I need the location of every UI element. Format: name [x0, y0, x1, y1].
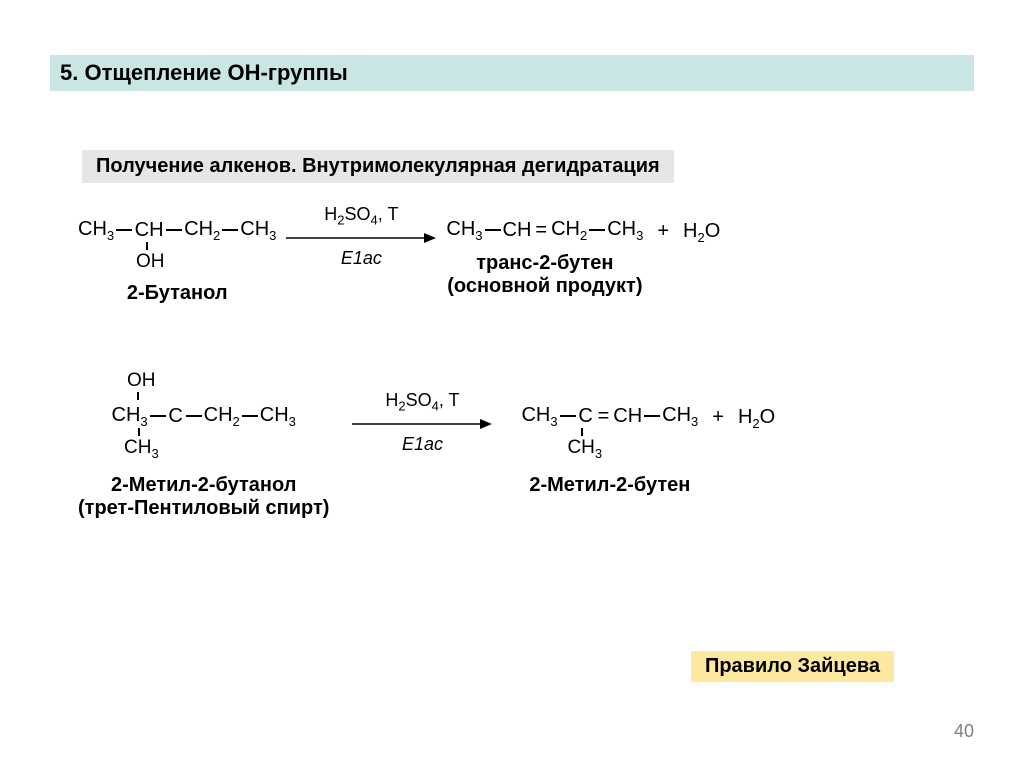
reaction-1-product-name-1: транс-2-бутен: [476, 252, 613, 275]
reaction-1-byproduct: H2O: [683, 220, 720, 245]
reaction-2-reactant-name-2: (трет-Пентиловый спирт): [78, 497, 329, 520]
reaction-2-arrow: H2SO4, T E1ac: [347, 390, 497, 455]
reaction-2-byproduct: H2O: [738, 406, 775, 431]
reaction-1-arrow: H2SO4, T E1ac: [286, 204, 436, 269]
title-text: 5. Отщепление ОН-группы: [60, 60, 348, 86]
reaction-2-mechanism: E1ac: [402, 434, 443, 455]
reaction-1-product: CH3 CH = CH2 CH3 транс-2-бутен (основной…: [446, 218, 643, 298]
slide-subtitle: Получение алкенов. Внутримолекулярная де…: [82, 150, 674, 183]
reaction-1-reactant: CH3 CH CH2 CH3 OH 2-Бутанол: [78, 218, 276, 305]
page-number: 40: [954, 721, 974, 742]
reaction-2-product-name: 2-Метил-2-бутен: [529, 474, 690, 497]
reaction-2-product: CH3 C = CH CH3 CH3 2-Метил-2-бутен: [521, 400, 698, 497]
subtitle-text: Получение алкенов. Внутримолекулярная де…: [96, 155, 660, 177]
slide-title: 5. Отщепление ОН-группы: [50, 55, 974, 91]
plus-sign: +: [712, 406, 724, 429]
reaction-1-mechanism: E1ac: [341, 248, 382, 269]
reaction-1-condition: H2SO4, T: [324, 204, 398, 228]
rule-box: Правило Зайцева: [691, 651, 894, 682]
reaction-2-reactant: OH CH3 C CH2 CH3 CH3: [78, 400, 329, 520]
reaction-1: CH3 CH CH2 CH3 OH 2-Бутанол H2SO4, T: [78, 218, 720, 305]
plus-sign: +: [657, 220, 669, 243]
reaction-2-condition: H2SO4, T: [385, 390, 459, 414]
reaction-1-product-name-2: (основной продукт): [447, 275, 642, 298]
arrow-icon: [286, 230, 436, 246]
reaction-1-reactant-name: 2-Бутанол: [127, 282, 228, 305]
reaction-2-reactant-name-1: 2-Метил-2-бутанол: [111, 474, 296, 497]
arrow-icon: [347, 416, 497, 432]
reaction-2: OH CH3 C CH2 CH3 CH3: [78, 400, 775, 520]
rule-text: Правило Зайцева: [705, 655, 880, 677]
